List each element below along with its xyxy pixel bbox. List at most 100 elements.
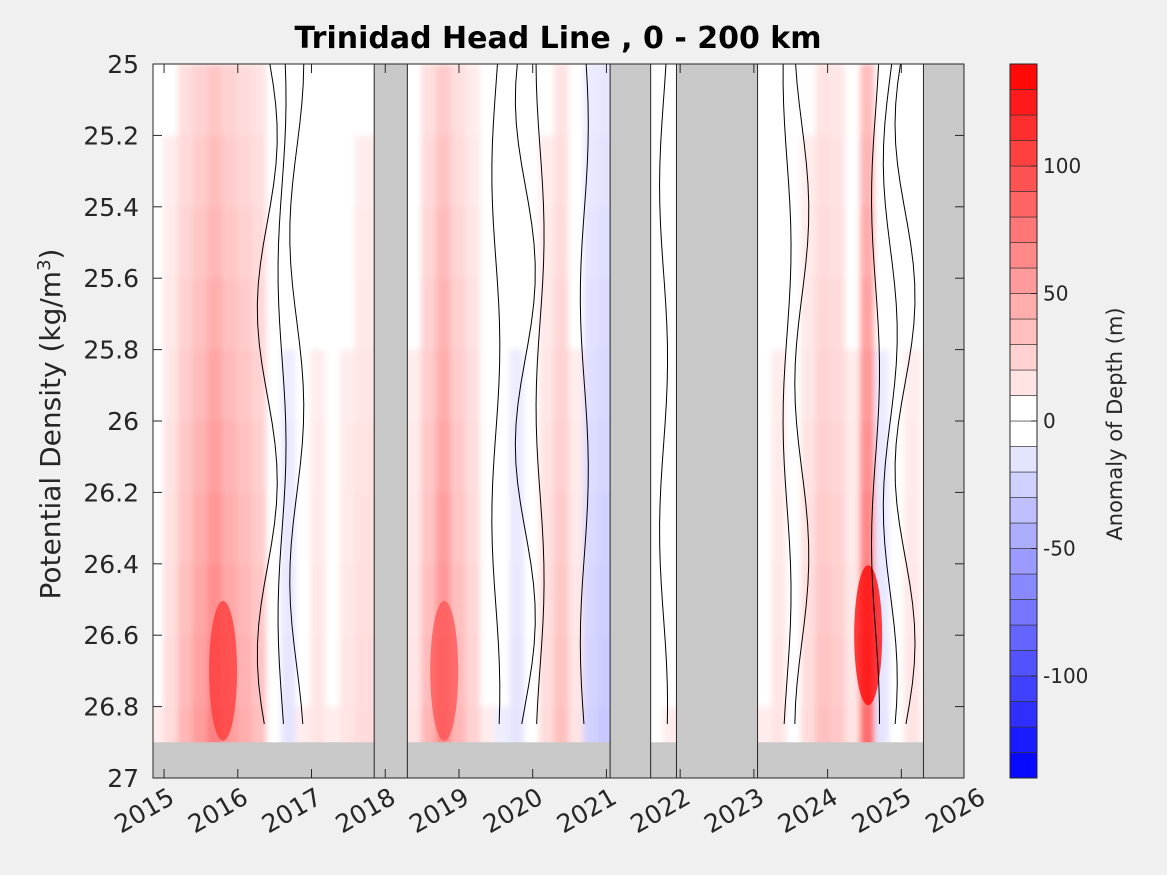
colorbar-cell <box>1009 165 1038 192</box>
anomaly-cell <box>845 492 862 565</box>
anomaly-cell <box>845 349 862 422</box>
anomaly-cell <box>494 278 512 351</box>
colorbar-cell <box>1009 522 1038 549</box>
anomaly-cell <box>163 563 180 637</box>
anomaly-cell <box>207 278 225 351</box>
x-tick-label: 2023 <box>699 782 769 839</box>
anomaly-cell <box>421 206 438 280</box>
anomaly-cell <box>153 492 166 565</box>
anomaly-cell <box>553 349 571 422</box>
anomaly-cell <box>494 64 512 137</box>
anomaly-cell <box>153 64 166 137</box>
colorbar-cell <box>1009 191 1038 218</box>
anomaly-cell <box>494 421 512 494</box>
anomaly-cell <box>771 135 789 208</box>
anomaly-cell <box>236 635 254 708</box>
anomaly-cell <box>845 135 862 208</box>
anomaly-cell <box>281 492 298 565</box>
anomaly-cell <box>889 278 907 351</box>
anomaly-cell <box>539 135 556 208</box>
anomaly-cell <box>251 206 269 280</box>
anomaly-cell <box>480 635 497 708</box>
anomaly-core <box>430 600 459 741</box>
anomaly-cell <box>583 421 601 494</box>
anomaly-cell <box>450 421 468 494</box>
anomaly-cell <box>281 421 298 494</box>
zero-contour <box>514 64 536 725</box>
anomaly-cell <box>435 206 453 280</box>
anomaly-cell <box>568 635 586 708</box>
anomaly-cell <box>153 135 166 208</box>
anomaly-cell <box>251 421 269 494</box>
anomaly-cell <box>421 64 438 137</box>
anomaly-cell <box>435 135 453 208</box>
anomaly-cell <box>553 64 571 137</box>
anomaly-cell <box>207 349 225 422</box>
anomaly-cell <box>786 135 803 208</box>
anomaly-cell <box>421 492 438 565</box>
anomaly-cell <box>340 563 357 637</box>
anomaly-cell <box>904 635 921 708</box>
anomaly-cell <box>310 421 328 494</box>
anomaly-cell <box>153 421 166 494</box>
anomaly-cell <box>236 349 254 422</box>
anomaly-cell <box>845 206 862 280</box>
anomaly-cell <box>889 563 907 637</box>
x-tick-label: 2017 <box>257 782 327 839</box>
anomaly-cell <box>568 421 586 494</box>
y-tick-label: 26.6 <box>83 621 139 650</box>
anomaly-cell <box>207 135 225 208</box>
anomaly-cell <box>421 421 438 494</box>
x-tick-label: 2020 <box>478 782 548 839</box>
anomaly-cell <box>310 278 328 351</box>
colorbar-tick-label: -100 <box>1043 664 1088 688</box>
colorbar-cell <box>1009 650 1038 677</box>
anomaly-cell <box>163 64 180 137</box>
y-tick-label: 25.6 <box>83 264 139 293</box>
anomaly-cell <box>815 206 833 280</box>
anomaly-cell <box>163 278 180 351</box>
anomaly-cell <box>153 635 166 708</box>
zero-contour <box>782 64 792 725</box>
anomaly-cell <box>163 206 180 280</box>
colorbar-cell <box>1009 752 1038 779</box>
anomaly-cell <box>192 421 210 494</box>
anomaly-cell <box>889 421 907 494</box>
anomaly-cell <box>251 349 269 422</box>
anomaly-cell <box>177 563 195 637</box>
anomaly-cell <box>553 635 571 708</box>
anomaly-cell <box>539 421 556 494</box>
x-tick-label: 2026 <box>920 782 990 839</box>
anomaly-cell <box>524 206 542 280</box>
anomaly-cell <box>266 635 284 708</box>
colorbar-cell <box>1009 216 1038 243</box>
anomaly-cell <box>904 206 921 280</box>
anomaly-cell <box>295 349 313 422</box>
anomaly-cell <box>295 206 313 280</box>
anomaly-cell <box>553 135 571 208</box>
anomaly-cell <box>340 135 357 208</box>
zero-contour <box>882 64 898 725</box>
anomaly-cell <box>480 135 497 208</box>
x-tick-label: 2025 <box>847 782 917 839</box>
anomaly-cell <box>904 278 921 351</box>
anomaly-cell <box>830 64 848 137</box>
no-data-gap <box>373 64 408 778</box>
anomaly-cell <box>340 421 357 494</box>
anomaly-cell <box>421 349 438 422</box>
anomaly-cell <box>509 349 527 422</box>
anomaly-cell <box>480 206 497 280</box>
anomaly-cell <box>539 349 556 422</box>
anomaly-cell <box>874 64 892 137</box>
x-tick-label: 2016 <box>183 782 253 839</box>
colorbar-cell <box>1009 701 1038 728</box>
anomaly-cell <box>465 135 483 208</box>
colorbar-cell <box>1009 599 1038 626</box>
anomaly-cell <box>800 635 818 708</box>
anomaly-cell <box>207 64 225 137</box>
anomaly-cell <box>465 278 483 351</box>
anomaly-cell <box>480 563 497 637</box>
anomaly-cell <box>163 135 180 208</box>
no-data-bottom <box>153 742 964 778</box>
